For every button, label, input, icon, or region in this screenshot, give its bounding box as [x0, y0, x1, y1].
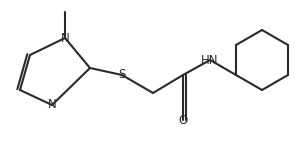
Text: N: N	[48, 98, 56, 111]
Text: N: N	[61, 32, 69, 45]
Text: S: S	[118, 69, 126, 82]
Text: HN: HN	[201, 53, 219, 66]
Text: O: O	[178, 114, 188, 127]
